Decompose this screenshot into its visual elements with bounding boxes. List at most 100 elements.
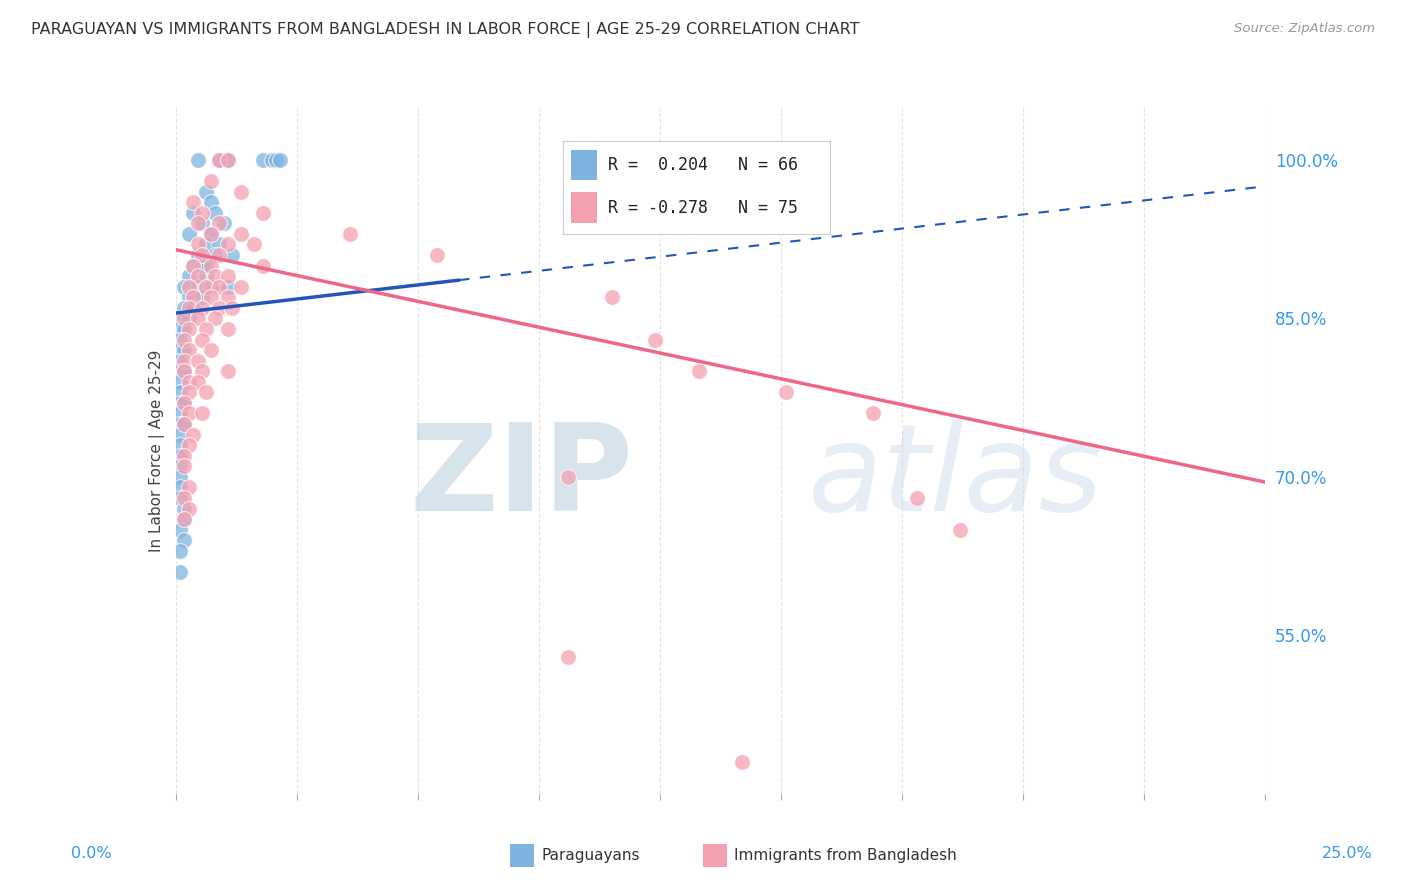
Point — [173, 512, 195, 526]
Point — [200, 343, 222, 357]
Point — [208, 153, 231, 167]
Point — [173, 322, 195, 336]
Point — [208, 237, 231, 252]
Point — [217, 279, 239, 293]
Point — [177, 438, 200, 452]
Point — [191, 407, 214, 421]
Point — [169, 333, 191, 347]
Point — [181, 259, 204, 273]
Point — [217, 153, 239, 167]
Point — [181, 290, 204, 304]
Point — [173, 396, 195, 410]
Point — [181, 427, 204, 442]
Point — [169, 491, 191, 505]
Point — [217, 269, 239, 284]
Point — [208, 153, 231, 167]
Point — [905, 491, 928, 505]
Point — [191, 205, 214, 219]
Point — [200, 279, 222, 293]
Point — [169, 311, 191, 326]
Point — [169, 353, 191, 368]
Point — [208, 248, 231, 262]
Text: atlas: atlas — [807, 419, 1104, 536]
Point — [169, 480, 191, 494]
Point — [195, 322, 218, 336]
Point — [173, 459, 195, 474]
Point — [195, 185, 218, 199]
Point — [200, 174, 222, 188]
Point — [217, 237, 239, 252]
Point — [169, 375, 191, 389]
Point — [173, 491, 195, 505]
Point — [169, 322, 191, 336]
Point — [557, 649, 579, 664]
Point — [557, 470, 579, 484]
Point — [195, 237, 218, 252]
Point — [173, 512, 195, 526]
Point — [177, 375, 200, 389]
Point — [200, 195, 222, 210]
Point — [204, 248, 226, 262]
Point — [169, 407, 191, 421]
Point — [173, 364, 195, 378]
Point — [186, 279, 209, 293]
Point — [169, 427, 191, 442]
Point — [181, 195, 204, 210]
Point — [169, 417, 191, 431]
Point — [169, 470, 191, 484]
Point — [221, 248, 243, 262]
Point — [264, 153, 287, 167]
Point — [186, 311, 209, 326]
Point — [169, 364, 191, 378]
Point — [177, 343, 200, 357]
Point — [195, 385, 218, 400]
Point — [426, 248, 449, 262]
Point — [688, 364, 710, 378]
Point — [200, 227, 222, 241]
Point — [208, 216, 231, 230]
Point — [191, 364, 214, 378]
Point — [173, 449, 195, 463]
Point — [195, 269, 218, 284]
Point — [186, 153, 209, 167]
Point — [177, 385, 200, 400]
Point — [217, 153, 239, 167]
Point — [181, 301, 204, 315]
Point — [173, 396, 195, 410]
Bar — [510, 844, 534, 867]
Point — [231, 185, 253, 199]
Point — [949, 523, 972, 537]
Point — [217, 290, 239, 304]
Point — [186, 269, 209, 284]
Point — [731, 755, 754, 769]
Point — [177, 311, 200, 326]
Point — [169, 438, 191, 452]
Point — [204, 269, 226, 284]
Point — [173, 279, 195, 293]
Point — [208, 301, 231, 315]
Point — [200, 259, 222, 273]
Point — [169, 343, 191, 357]
Point — [204, 205, 226, 219]
Y-axis label: In Labor Force | Age 25-29: In Labor Force | Age 25-29 — [149, 350, 165, 551]
Point — [191, 248, 214, 262]
Point — [204, 311, 226, 326]
Text: ZIP: ZIP — [409, 419, 633, 536]
Point — [191, 259, 214, 273]
Point — [221, 301, 243, 315]
Point — [177, 480, 200, 494]
Point — [243, 237, 266, 252]
Point — [177, 501, 200, 516]
Point — [177, 227, 200, 241]
Point — [177, 279, 200, 293]
Point — [186, 375, 209, 389]
Point — [181, 205, 204, 219]
Point — [217, 322, 239, 336]
Text: 25.0%: 25.0% — [1322, 847, 1372, 861]
Point — [212, 216, 235, 230]
Bar — [703, 844, 727, 867]
Point — [173, 364, 195, 378]
Point — [169, 565, 191, 579]
Point — [339, 227, 361, 241]
Point — [200, 290, 222, 304]
